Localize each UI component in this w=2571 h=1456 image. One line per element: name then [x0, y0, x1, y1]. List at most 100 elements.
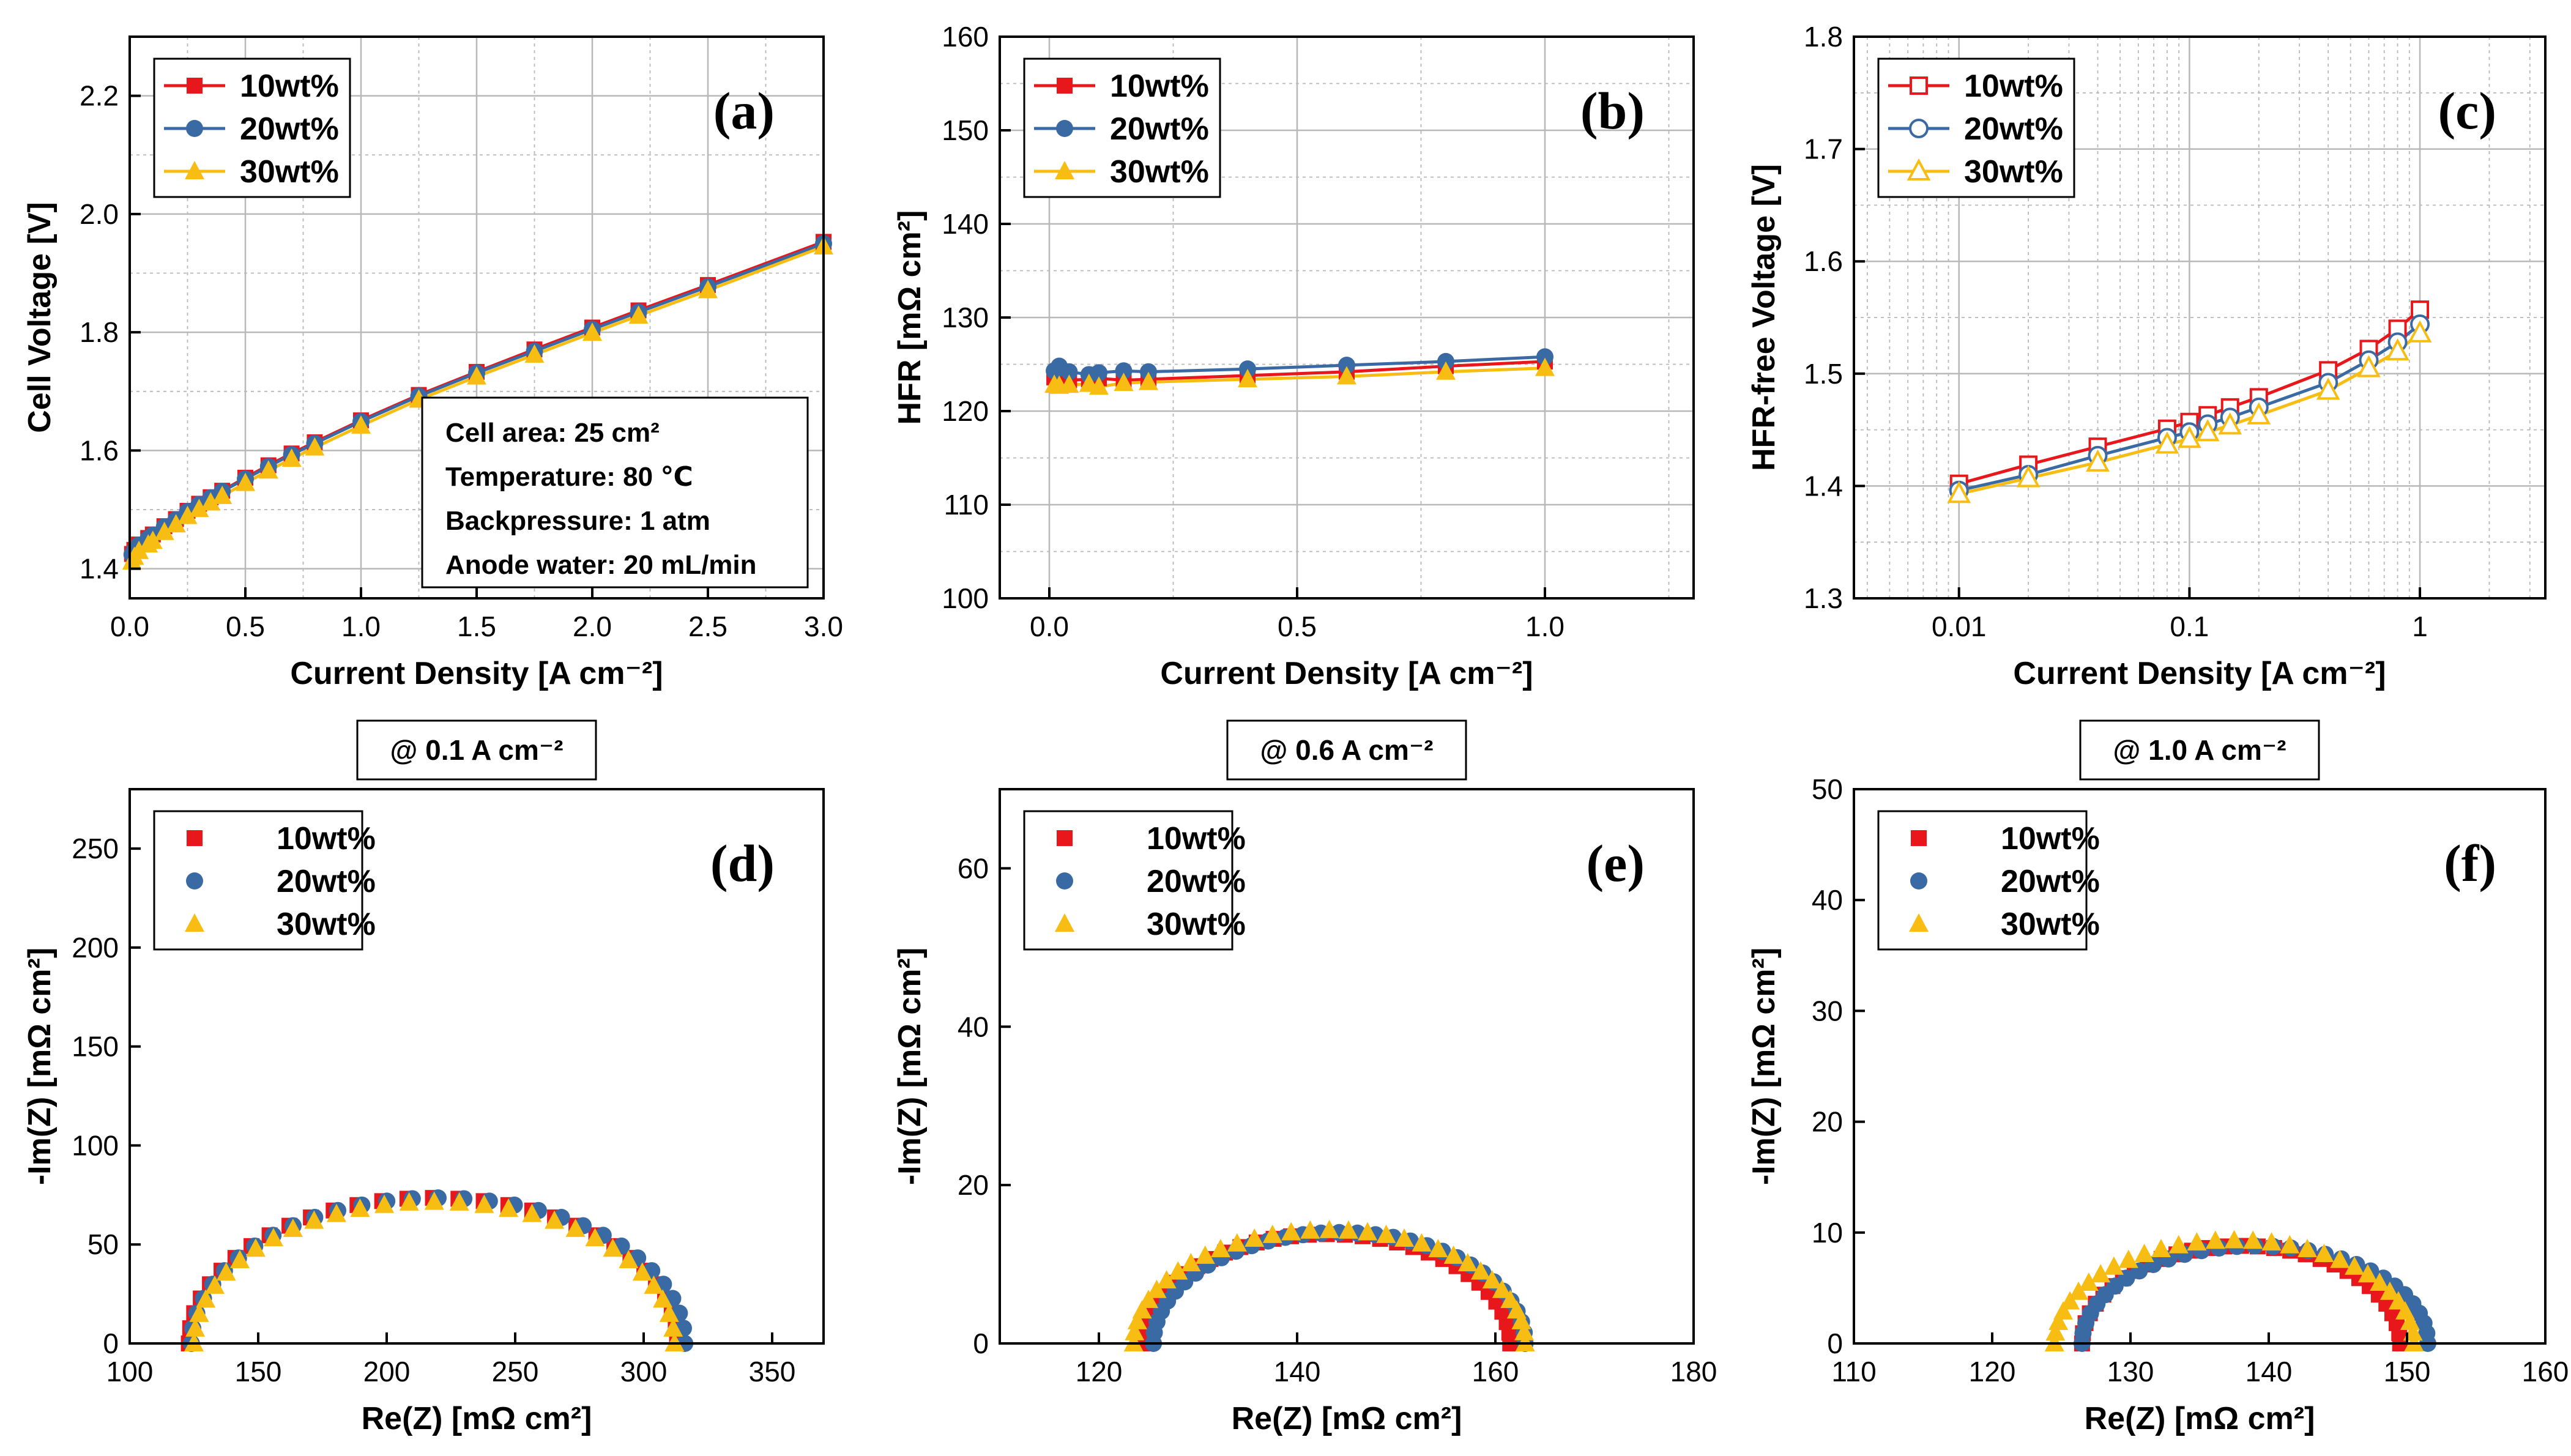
panel-label: (b)	[1580, 81, 1645, 140]
data-point-30wt%	[663, 1318, 683, 1337]
x-tick-label: 100	[106, 1356, 154, 1387]
data-point-30wt%	[2155, 431, 2179, 454]
data-point-30wt%	[1156, 1270, 1177, 1289]
data-point-30wt%	[1227, 1233, 1247, 1252]
y-tick-label: 150	[942, 114, 989, 146]
legend-label: 20wt%	[277, 864, 376, 899]
y-tick-label: 1.5	[1804, 358, 1843, 390]
data-point-30wt%	[166, 514, 186, 533]
data-point-30wt%	[424, 1191, 444, 1210]
data-point-30wt%	[499, 1198, 519, 1217]
data-point-20wt%	[1090, 364, 1107, 382]
data-point-30wt%	[204, 1275, 225, 1294]
y-tick-label: 100	[72, 1129, 119, 1161]
y-axis-title: -Im(Z) [mΩ cm²]	[1746, 948, 1782, 1185]
x-tick-label: 250	[492, 1356, 539, 1387]
x-tick-label: 120	[1076, 1356, 1123, 1387]
legend-marker	[186, 120, 203, 137]
legend-marker	[1910, 76, 1928, 95]
data-point-30wt%	[1181, 1253, 1201, 1272]
legend-marker	[1911, 830, 1927, 846]
data-point-30wt%	[603, 1238, 623, 1257]
data-point-30wt%	[374, 1194, 395, 1213]
y-tick-label: 30	[1812, 995, 1843, 1027]
data-point-30wt%	[619, 1250, 639, 1269]
legend-marker	[1907, 158, 1931, 180]
data-point-30wt%	[522, 1203, 542, 1222]
x-tick-label: 140	[2245, 1356, 2293, 1387]
data-point-30wt%	[2243, 1230, 2263, 1249]
data-point-30wt%	[628, 305, 649, 324]
data-point-30wt%	[229, 1250, 250, 1269]
data-point-30wt%	[2178, 426, 2201, 448]
x-tick-label: 0.1	[2170, 611, 2209, 642]
data-point-30wt%	[2205, 1230, 2225, 1249]
y-tick-label: 1.4	[80, 553, 119, 585]
data-point-30wt%	[2330, 1249, 2350, 1268]
data-point-30wt%	[2224, 1230, 2244, 1249]
y-tick-label: 200	[72, 932, 119, 964]
data-point-30wt%	[1358, 1222, 1378, 1241]
legend-marker	[1910, 872, 1927, 890]
legend-label: 10wt%	[2001, 821, 2100, 856]
y-tick-label: 160	[942, 21, 989, 53]
x-tick-label: 150	[235, 1356, 282, 1387]
panel-c-data	[1947, 300, 2432, 503]
data-point-30wt%	[582, 322, 602, 341]
panel-b-data	[1044, 348, 1555, 395]
data-point-30wt%	[2316, 377, 2340, 400]
x-tick-label: 0.5	[1278, 611, 1317, 642]
data-point-30wt%	[1168, 1261, 1188, 1280]
x-tick-label: 1	[2412, 611, 2428, 642]
y-tick-label: 20	[1812, 1106, 1843, 1138]
data-point-30wt%	[143, 530, 163, 549]
x-tick-label: 0.5	[226, 611, 265, 642]
legend-label: 30wt%	[1147, 907, 1246, 942]
panel-d-legend: 10wt% 20wt% 30wt%	[153, 810, 376, 951]
annotation-line: Backpressure: 1 atm	[445, 506, 710, 536]
data-point-30wt%	[1245, 1228, 1265, 1247]
legend-label: 30wt%	[277, 907, 376, 942]
data-point-30wt%	[2134, 1244, 2154, 1263]
data-point-30wt%	[524, 344, 545, 363]
data-point-30wt%	[2408, 320, 2432, 343]
legend-marker	[1909, 119, 1929, 138]
x-tick-label: 180	[1670, 1356, 1717, 1387]
data-point-30wt%	[2395, 1301, 2415, 1320]
y-tick-label: 1.4	[1804, 470, 1843, 502]
legend-label: 20wt%	[1964, 111, 2063, 147]
condition-label: @ 1.0 A cm⁻²	[2079, 719, 2320, 781]
data-point-30wt%	[2187, 1232, 2207, 1251]
data-point-30wt%	[1436, 361, 1456, 380]
data-point-30wt%	[1281, 1222, 1301, 1241]
legend-label: 10wt%	[277, 821, 376, 856]
legend-label: 10wt%	[1964, 69, 2063, 104]
data-point-30wt%	[632, 1262, 652, 1281]
y-tick-label: 1.8	[1804, 21, 1843, 53]
data-point-30wt%	[1428, 1239, 1448, 1258]
legend-marker	[185, 913, 204, 932]
data-point-30wt%	[1506, 1300, 1527, 1319]
y-tick-label: 60	[958, 852, 989, 884]
x-tick-label: 130	[2107, 1356, 2154, 1387]
legend-label: 10wt%	[1147, 821, 1246, 856]
data-point-30wt%	[351, 415, 371, 434]
y-tick-label: 0	[1827, 1328, 1843, 1359]
y-tick-label: 1.8	[80, 316, 119, 348]
data-point-30wt%	[2247, 402, 2271, 425]
panel-f: 110 120 130 140 150 160 0 10 20 30 40 50 Re(Z) [mΩ c…	[1746, 719, 2569, 1436]
legend-marker	[1057, 830, 1073, 846]
y-tick-label: 2.2	[80, 80, 119, 112]
data-point-30wt%	[212, 485, 233, 504]
data-point-30wt%	[2314, 1244, 2334, 1263]
condition-frame	[2079, 719, 2320, 781]
data-point-30wt%	[189, 499, 209, 518]
data-point-30wt%	[1147, 1279, 1167, 1298]
y-tick-label: 10	[1812, 1217, 1843, 1249]
data-point-30wt%	[545, 1210, 565, 1229]
x-tick-label: 0.01	[1932, 611, 1987, 642]
data-point-30wt%	[2069, 1281, 2089, 1300]
data-point-30wt%	[1127, 1310, 1147, 1329]
y-axis-title: HFR-free Voltage [V]	[1746, 164, 1782, 471]
y-tick-label: 1.7	[1804, 133, 1843, 165]
